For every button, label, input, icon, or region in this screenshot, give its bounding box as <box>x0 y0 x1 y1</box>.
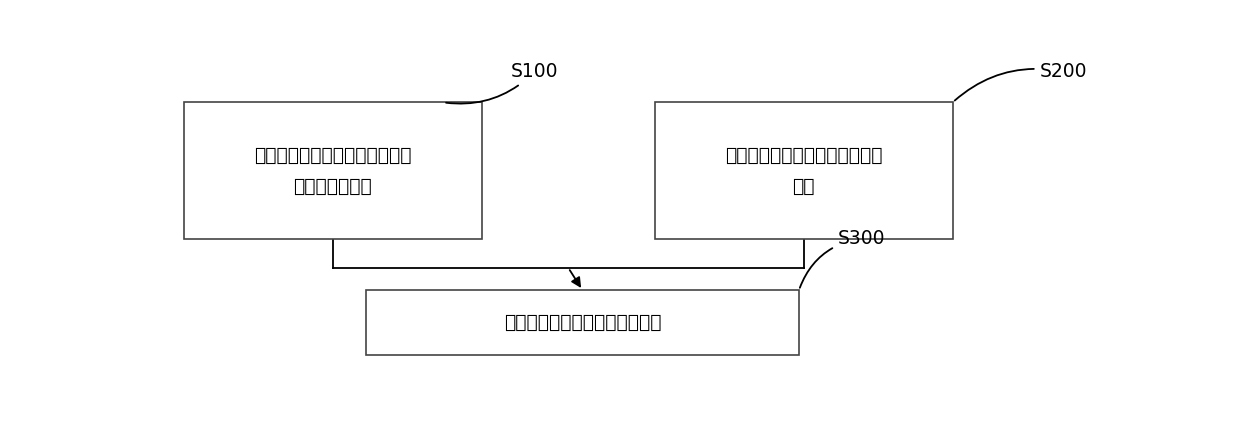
Bar <box>367 290 799 355</box>
Bar <box>655 102 952 239</box>
Bar <box>184 102 481 239</box>
Text: S200: S200 <box>955 62 1087 101</box>
Text: S300: S300 <box>800 229 885 288</box>
Text: 将混合粉料与高温熔体进行接触: 将混合粉料与高温熔体进行接触 <box>503 313 661 332</box>
Text: 将碳素原料和矿物原料混合成型
后进行还原反应: 将碳素原料和矿物原料混合成型 后进行还原反应 <box>254 146 412 195</box>
Text: 将碳素原料粉料和矿物原料粉料
混合: 将碳素原料粉料和矿物原料粉料 混合 <box>725 146 883 195</box>
Text: S100: S100 <box>446 62 558 104</box>
